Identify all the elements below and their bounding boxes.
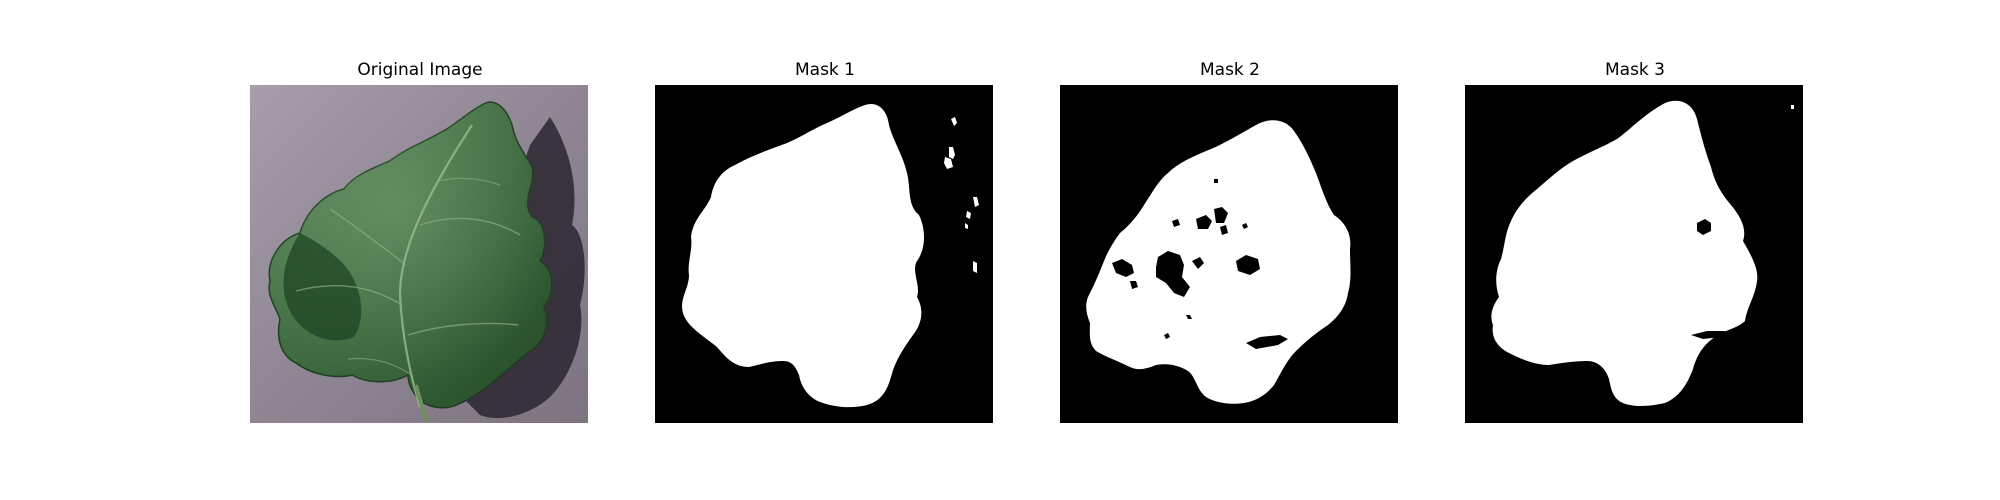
mask-1-title: Mask 1 (794, 60, 855, 80)
mask-1-panel: Mask 1 (655, 58, 995, 423)
mask-3-image (1465, 85, 1803, 423)
original-image-title: Original Image (357, 60, 483, 80)
mask-3-title: Mask 3 (1604, 60, 1665, 80)
original-image (250, 85, 588, 423)
mask-3-panel: Mask 3 (1465, 58, 1805, 423)
mask-2-title: Mask 2 (1199, 60, 1260, 80)
mask-1-image (655, 85, 993, 423)
original-image-panel: Original Image (250, 58, 590, 423)
mask-2-panel: Mask 2 (1060, 58, 1400, 423)
mask-2-image (1060, 85, 1398, 423)
